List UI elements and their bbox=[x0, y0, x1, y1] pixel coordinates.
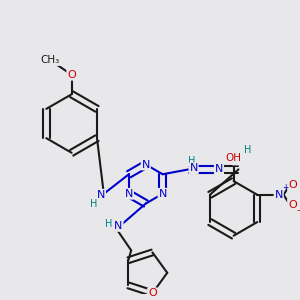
Text: H: H bbox=[244, 145, 251, 155]
Text: O: O bbox=[288, 180, 297, 190]
Text: N: N bbox=[189, 164, 198, 173]
Text: N: N bbox=[274, 190, 283, 200]
Text: O: O bbox=[148, 288, 157, 298]
Text: -: - bbox=[296, 206, 300, 215]
Text: N: N bbox=[142, 160, 150, 170]
Text: H: H bbox=[233, 154, 240, 165]
Text: CH₃: CH₃ bbox=[40, 55, 60, 65]
Text: H: H bbox=[90, 199, 98, 208]
Text: +: + bbox=[282, 183, 289, 192]
Text: N: N bbox=[114, 221, 123, 231]
Text: N: N bbox=[215, 164, 223, 174]
Text: N: N bbox=[158, 189, 167, 199]
Text: N: N bbox=[97, 190, 105, 200]
Text: OH: OH bbox=[226, 153, 242, 163]
Text: O: O bbox=[67, 70, 76, 80]
Text: H: H bbox=[188, 156, 195, 166]
Text: O: O bbox=[288, 200, 297, 209]
Text: N: N bbox=[125, 189, 133, 199]
Text: H: H bbox=[105, 219, 112, 229]
